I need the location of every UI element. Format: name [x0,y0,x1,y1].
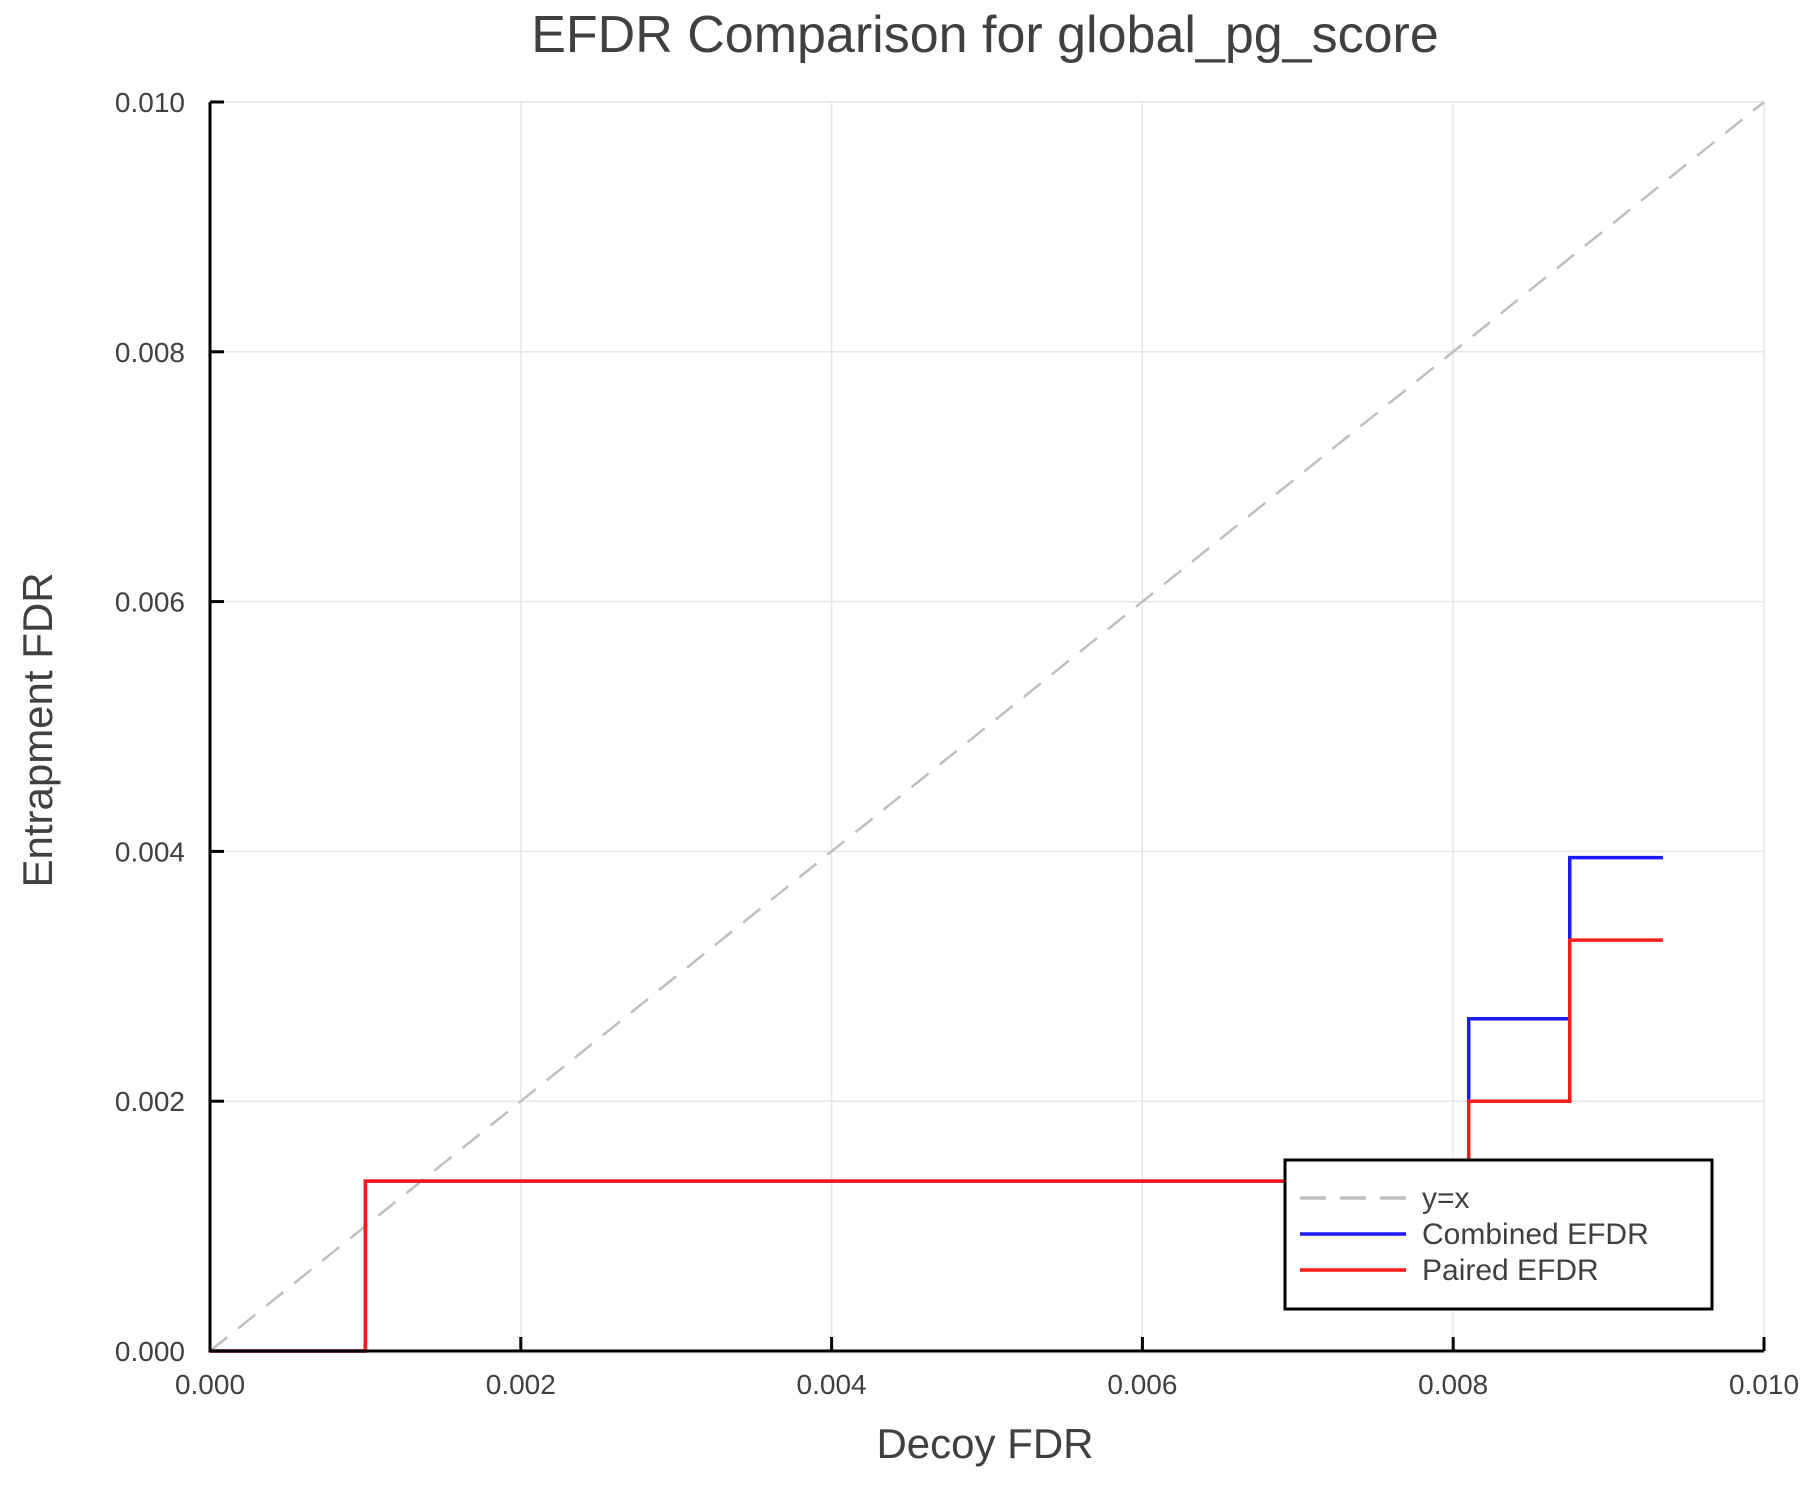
series-line-y-x [209,101,1765,1352]
y-tick-label: 0.002 [115,1086,185,1117]
x-tick-label: 0.004 [797,1369,867,1400]
series [209,101,1765,1353]
chart-title: EFDR Comparison for global_pg_score [531,6,1439,64]
x-tick-label: 0.000 [175,1369,245,1400]
x-axis-label: Decoy FDR [876,1420,1093,1467]
y-tick-label: 0.006 [115,587,185,618]
legend-label: y=x [1422,1182,1470,1215]
x-tick-label: 0.002 [486,1369,556,1400]
ticks: 0.000 0.002 0.004 0.006 0.008 0.010 0.000 0.002… [115,87,1799,1400]
y-tick-label: 0.004 [115,836,185,867]
x-tick-label: 0.010 [1729,1369,1799,1400]
legend-label: Paired EFDR [1422,1254,1599,1287]
legend-label: Combined EFDR [1422,1218,1649,1251]
axes [208,102,1764,1353]
y-axis-label: Entrapment FDR [14,572,61,887]
y-tick-label: 0.010 [115,87,185,118]
x-tick-label: 0.006 [1107,1369,1177,1400]
series-line-paired-efdr [210,938,1663,1353]
y-tick-label: 0.008 [115,337,185,368]
x-tick-label: 0.008 [1418,1369,1488,1400]
y-tick-label: 0.000 [115,1336,185,1367]
